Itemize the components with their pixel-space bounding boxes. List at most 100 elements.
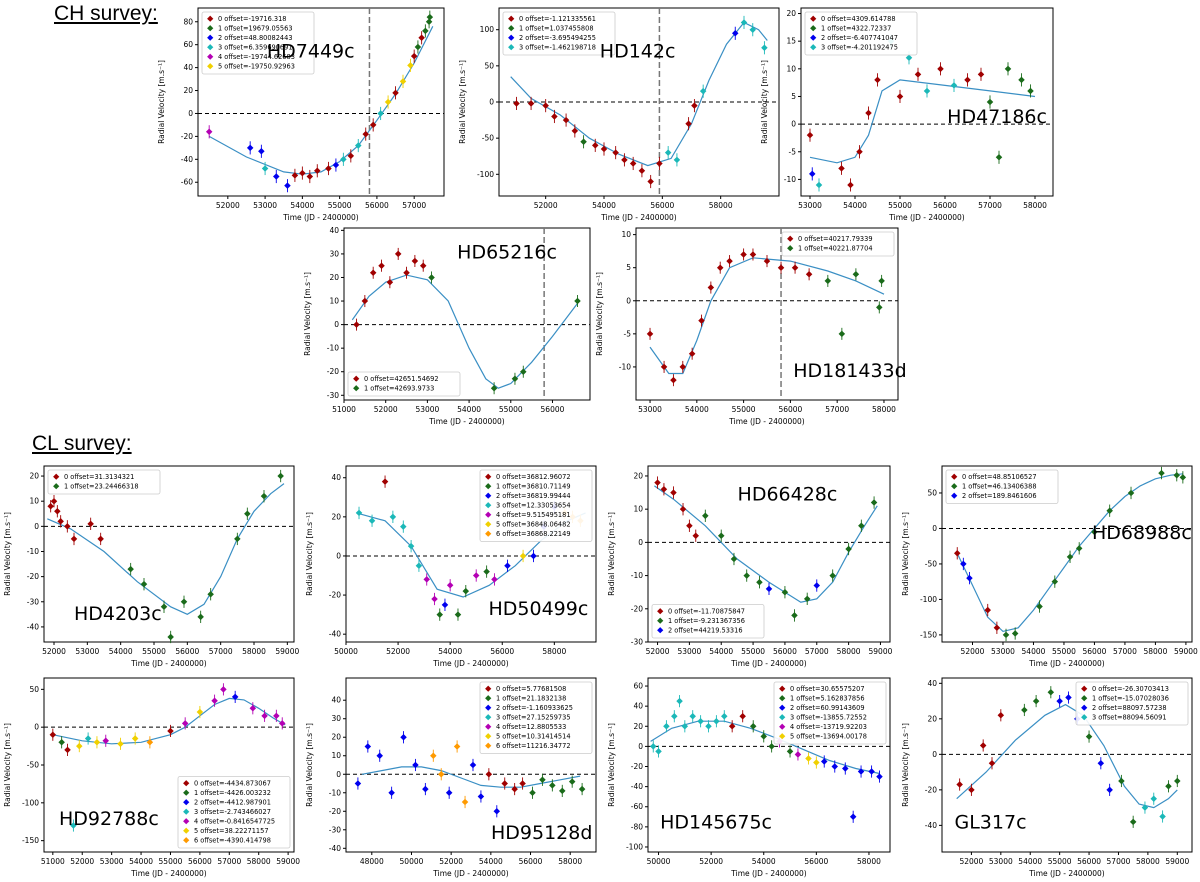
x-tick-label: 56000: [1077, 857, 1101, 866]
x-tick-label: 53000: [677, 647, 701, 656]
y-tick-label: -20: [329, 807, 341, 816]
legend-box: [479, 469, 593, 542]
x-tick-label: 59000: [1165, 857, 1189, 866]
x-tick-label: 58000: [558, 857, 582, 866]
legend-entry: 4 offset=-0.8416547725: [194, 818, 275, 826]
x-tick-label: 59000: [275, 647, 299, 656]
x-tick-label: 58000: [1143, 647, 1167, 656]
y-tick-label: 80: [183, 17, 193, 26]
y-tick-label: 0: [336, 770, 341, 779]
data-point: [591, 142, 599, 149]
x-axis-label: Time (JD - 2400000): [432, 869, 509, 878]
x-tick-label: 53000: [991, 647, 1015, 656]
legend-entry: 1 offset=19679.05563: [218, 25, 293, 33]
data-point: [698, 317, 705, 324]
y-tick-label: 40: [331, 473, 341, 482]
y-tick-label: -20: [631, 604, 643, 613]
x-tick-label: 58000: [837, 647, 861, 656]
x-axis-label: Time (JD - 2400000): [130, 869, 207, 878]
x-tick-label: 50000: [400, 857, 424, 866]
legend-entry: 0 offset=-26.30703413: [1092, 685, 1169, 693]
legend-box: [773, 681, 887, 745]
panel-hd68988c: 52000 53000 54000 55000 56000 57000 58000 59000…: [901, 465, 1198, 668]
y-axis-label: Radial Velocity [m.s⁻¹]: [3, 723, 12, 807]
legend-entry: 2 offset=60.99143609: [790, 704, 865, 712]
y-axis-label: Radial Velocity [m.s⁻¹]: [595, 272, 604, 356]
data-point: [180, 598, 188, 606]
panel-hd65216c: 51000 52000 53000 54000 55000 56000 -30 -20 -10 0…: [303, 226, 591, 426]
x-tick-label: 56000: [519, 857, 543, 866]
object-label: HD145675c: [660, 812, 772, 834]
data-point: [896, 93, 904, 100]
legend-entry: 2 offset=-6.407741047: [821, 34, 898, 42]
y-axis-label: Radial Velocity [m.s⁻¹]: [157, 60, 166, 144]
x-tick-label: 55000: [1052, 647, 1076, 656]
y-tick-label: 0: [334, 320, 339, 329]
y-tick-label: 50: [927, 488, 937, 497]
legend-entry: 0 offset=-11.70875847: [668, 608, 745, 616]
data-point: [1158, 469, 1165, 477]
x-tick-label: 54000: [1022, 647, 1046, 656]
legend-box: [47, 469, 161, 495]
data-point: [808, 170, 816, 178]
x-tick-label: 58000: [1023, 201, 1047, 210]
x-tick-label: 53000: [798, 201, 822, 210]
data-point: [54, 508, 61, 515]
y-tick-label: 0: [34, 723, 39, 732]
legend-entry: 1 offset=36810.71149: [496, 483, 571, 491]
data-point: [167, 633, 174, 641]
legend-entry: 1 offset=-9.231367356: [668, 617, 745, 625]
legend-entry: 1 offset=23.24466318: [64, 483, 139, 491]
y-tick-label: -20: [329, 591, 341, 600]
legend-entry: 3 offset=-4.201192475: [821, 44, 898, 52]
x-tick-label: 50000: [334, 647, 358, 656]
data-point: [621, 156, 628, 164]
panel-hd47186c: 53000 54000 55000 56000 57000 58000 -10 -5 0 5 10 1…: [760, 7, 1054, 222]
y-axis-label: Radial Velocity [m.s⁻¹]: [305, 512, 314, 596]
data-point: [246, 144, 254, 152]
x-tick-label: 52000: [386, 647, 410, 656]
y-tick-label: 5: [791, 92, 796, 101]
y-tick-label: 20: [329, 273, 339, 282]
legend-box: [502, 11, 616, 56]
x-tick-label: 56000: [650, 201, 674, 210]
legend-marker: [207, 63, 214, 70]
legend-marker: [1081, 685, 1088, 692]
y-tick-label: 20: [331, 733, 341, 742]
x-tick-label: 54000: [685, 405, 709, 414]
x-tick-label: 55000: [328, 201, 352, 210]
panel-hd7449c: 52000 53000 54000 55000 56000 57000 -60 -40 -20 0…: [157, 7, 445, 222]
x-tick-label: 54000: [438, 647, 462, 656]
data-point: [806, 131, 814, 139]
y-tick-label: -30: [327, 391, 339, 400]
y-tick-label: -40: [181, 155, 193, 164]
panel-hd4203c: 52000 53000 54000 55000 56000 57000 58000 59000…: [3, 465, 299, 668]
y-tick-label: 20: [633, 471, 643, 480]
y-tick-label: -20: [631, 762, 643, 771]
legend-entry: 0 offset=-19716.318: [218, 15, 287, 23]
y-tick-label: -5: [624, 329, 632, 338]
x-tick-label: 56000: [541, 405, 565, 414]
legend-entry: 6 offset=36868.22149: [496, 530, 571, 538]
legend-entry: 2 offset=189.8461606: [962, 492, 1037, 500]
data-point: [384, 98, 392, 106]
data-point: [381, 478, 389, 485]
data-point: [1004, 65, 1012, 73]
x-tick-label: 54000: [290, 201, 314, 210]
legend-entry: 2 offset=-1.160933625: [496, 704, 573, 712]
data-point: [314, 167, 321, 175]
legend-entry: 2 offset=36819.99444: [496, 492, 571, 500]
y-tick-label: 10: [329, 297, 339, 306]
y-tick-label: 10: [29, 497, 39, 506]
plot-frame: [343, 227, 591, 401]
panel-hd92788c: 51000 52000 53000 54000 55000 56000 57000 58000…: [3, 677, 300, 878]
legend-entry: 3 offset=-13855.72552: [790, 714, 867, 722]
y-tick-label: 20: [927, 714, 937, 723]
legend-box: [651, 604, 765, 639]
y-tick-label: -20: [181, 132, 193, 141]
legend-marker: [508, 34, 515, 41]
legend-entry: 1 offset=-15.07028036: [1092, 695, 1169, 703]
x-tick-label: 54000: [457, 405, 481, 414]
legend-entry: 5 offset=38.22271157: [194, 827, 269, 835]
legend-entry: 5 offset=36848.06482: [496, 521, 571, 529]
